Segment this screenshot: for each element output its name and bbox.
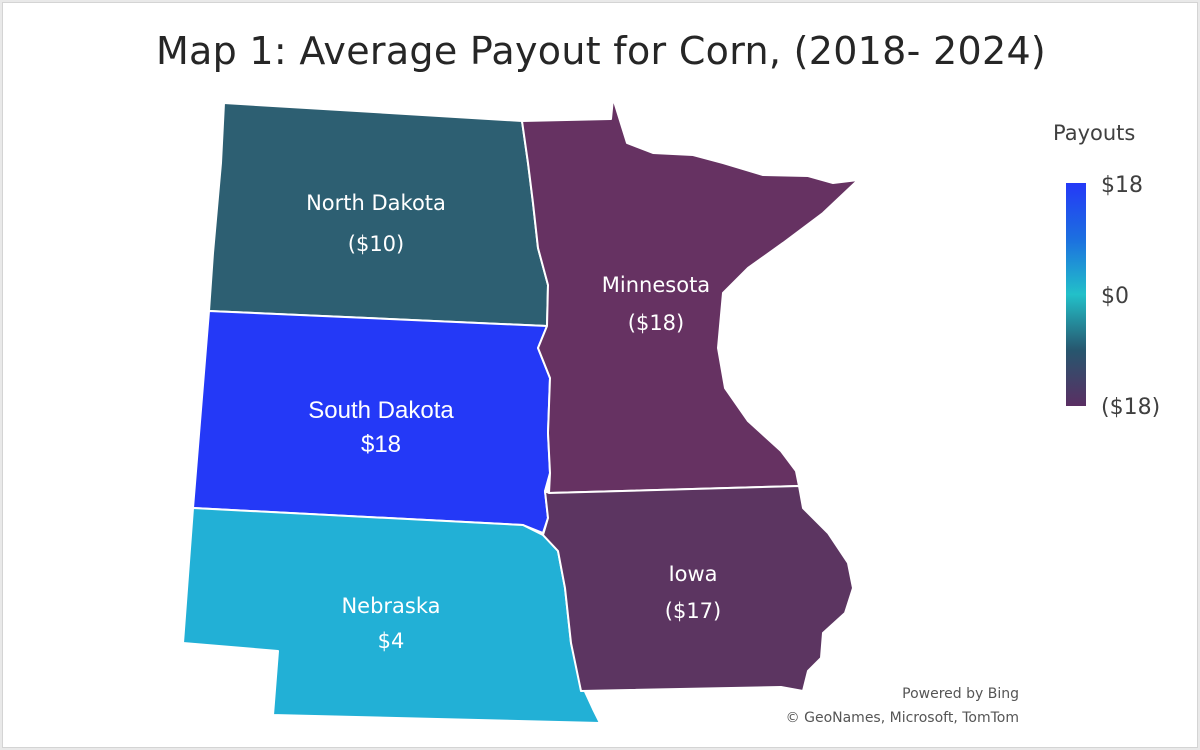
- legend-title: Payouts: [1053, 121, 1136, 145]
- state-iowa[interactable]: [542, 485, 854, 692]
- attribution-powered-by: Powered by Bing: [902, 686, 1019, 702]
- label-minnesota-value: ($18): [628, 311, 684, 335]
- label-iowa-name: Iowa: [668, 562, 717, 586]
- label-nebraska-name: Nebraska: [341, 594, 440, 618]
- label-south-dakota-value: $18: [361, 431, 401, 458]
- label-south-dakota-name: South Dakota: [308, 397, 454, 424]
- map-title: Map 1: Average Payout for Corn, (2018- 2…: [155, 29, 1047, 73]
- map-canvas: North Dakota ($10) South Dakota $18 Nebr…: [182, 97, 859, 724]
- label-minnesota-name: Minnesota: [602, 273, 710, 297]
- legend-color-scale: [1066, 183, 1086, 406]
- state-minnesota[interactable]: [521, 97, 859, 494]
- legend-tick-min: ($18): [1101, 395, 1161, 420]
- legend-tick-mid: $0: [1101, 284, 1129, 309]
- legend-tick-max: $18: [1101, 173, 1143, 198]
- label-nebraska-value: $4: [378, 629, 405, 653]
- label-north-dakota-value: ($10): [348, 232, 404, 256]
- label-north-dakota-name: North Dakota: [306, 191, 446, 215]
- attribution-copyright: © GeoNames, Microsoft, TomTom: [785, 710, 1019, 726]
- label-iowa-value: ($17): [665, 599, 721, 623]
